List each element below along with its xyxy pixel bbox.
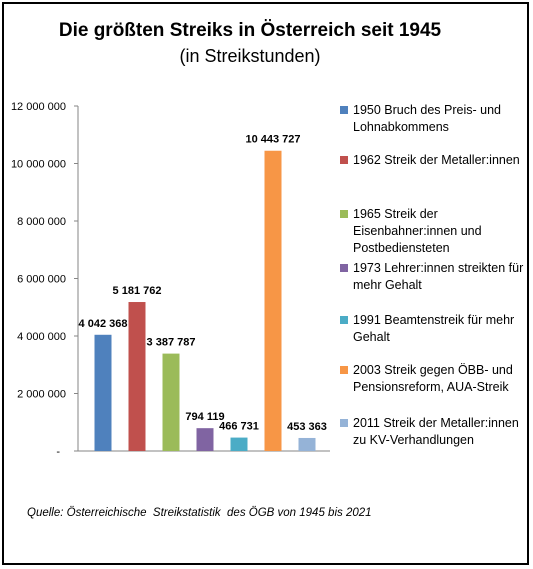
legend-swatch	[340, 106, 348, 114]
y-tick-label: 4 000 000	[17, 331, 66, 343]
data-label: 4 042 368	[79, 318, 128, 330]
data-label: 10 443 727	[245, 134, 300, 146]
y-tick-label: 8 000 000	[17, 216, 66, 228]
legend-swatch	[340, 419, 348, 427]
legend-swatch	[340, 366, 348, 374]
y-tick-label: 6 000 000	[17, 274, 66, 286]
data-label: 466 731	[219, 421, 259, 433]
y-tick-label: 2 000 000	[17, 389, 66, 401]
data-label: 3 387 787	[147, 337, 196, 349]
bar	[264, 150, 282, 451]
data-label: 794 119	[185, 411, 224, 423]
chart-source: Quelle: Österreichische Streikstatistik …	[27, 507, 372, 519]
y-tick-label: 12 000 000	[11, 101, 66, 113]
bar	[196, 428, 214, 451]
legend-label: 2003 Streik gegen ÖBB- und Pensionsrefor…	[353, 363, 513, 394]
legend-swatch	[340, 316, 348, 324]
legend-label: 1950 Bruch des Preis- und Lohnabkommens	[353, 103, 502, 134]
bar	[298, 437, 316, 451]
bar	[94, 334, 112, 451]
legend-label: 2011 Streik der Metaller:innen zu KV-Ver…	[353, 416, 519, 447]
legend-label: 1962 Streik der Metaller:innen	[353, 153, 520, 167]
data-label: 5 181 762	[113, 285, 162, 297]
legend-label: 1991 Beamtenstreik für mehr Gehalt	[353, 313, 515, 344]
legend-label: 1973 Lehrer:innen streikten für mehr Geh…	[353, 261, 524, 292]
y-tick-label: -	[56, 446, 60, 458]
legend-swatch	[340, 264, 348, 272]
chart-title: Die größten Streiks in Österreich seit 1…	[58, 20, 442, 41]
legend-swatch	[340, 210, 348, 218]
bar	[162, 353, 180, 451]
legend-swatch	[340, 156, 348, 164]
bar	[230, 437, 248, 451]
y-tick-label: 10 000 000	[11, 159, 66, 171]
data-label: 453 363	[287, 421, 327, 433]
legend-label: 1965 Streik der Eisenbahner:innen und Po…	[353, 207, 482, 255]
bar	[128, 302, 146, 451]
chart-subtitle: (in Streikstunden)	[179, 46, 321, 66]
